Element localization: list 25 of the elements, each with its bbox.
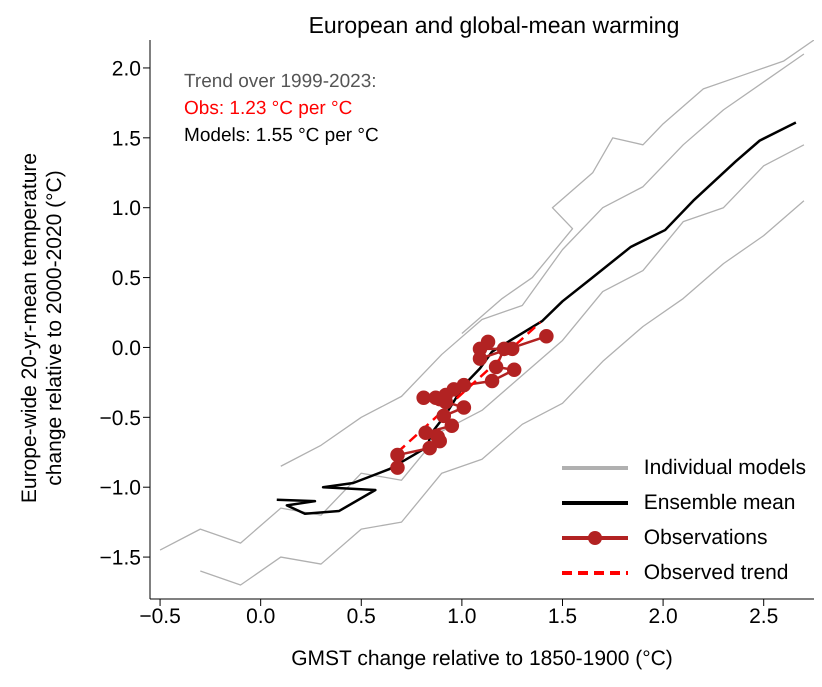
- x-tick-label: 1.5: [548, 604, 578, 628]
- x-tick-label: 2.5: [749, 604, 778, 628]
- y-tick-label: 1.5: [112, 127, 141, 150]
- annotation: Obs: 1.23 °C per °C: [184, 97, 354, 121]
- legend-label: Observed trend: [644, 560, 788, 584]
- y-tick-label: −0.5: [100, 406, 141, 430]
- y-tick-label: 0.0: [112, 336, 141, 360]
- y-tick-label: 0.5: [112, 267, 141, 290]
- x-tick-label: −0.5: [139, 604, 181, 628]
- legend-label: Ensemble mean: [644, 490, 796, 514]
- y-tick-label: −1.0: [100, 476, 141, 500]
- annotation: Models: 1.55 °C per °C: [184, 124, 379, 148]
- y-tick-label: 1.0: [112, 197, 141, 220]
- y-tick-label: 2.0: [112, 57, 141, 80]
- y-tick-label: −1.5: [100, 546, 141, 570]
- x-axis-title: GMST change relative to 1850-1900 (°C): [291, 647, 673, 670]
- y-axis-title: Europe-wide 20-yr-mean temperature change relative to 2000-2020 (°C): [17, 152, 67, 504]
- x-tick-label: 0.5: [346, 604, 376, 628]
- legend-label: Observations: [644, 526, 768, 550]
- x-tick-label: 2.0: [648, 604, 678, 628]
- x-tick-label: 0.0: [246, 604, 276, 628]
- x-tick-label: 1.0: [447, 604, 476, 628]
- legend-label: Individual models: [644, 456, 806, 480]
- annotation: Trend over 1999-2023:: [184, 70, 378, 94]
- chart-title: European and global-mean warming: [308, 12, 680, 39]
